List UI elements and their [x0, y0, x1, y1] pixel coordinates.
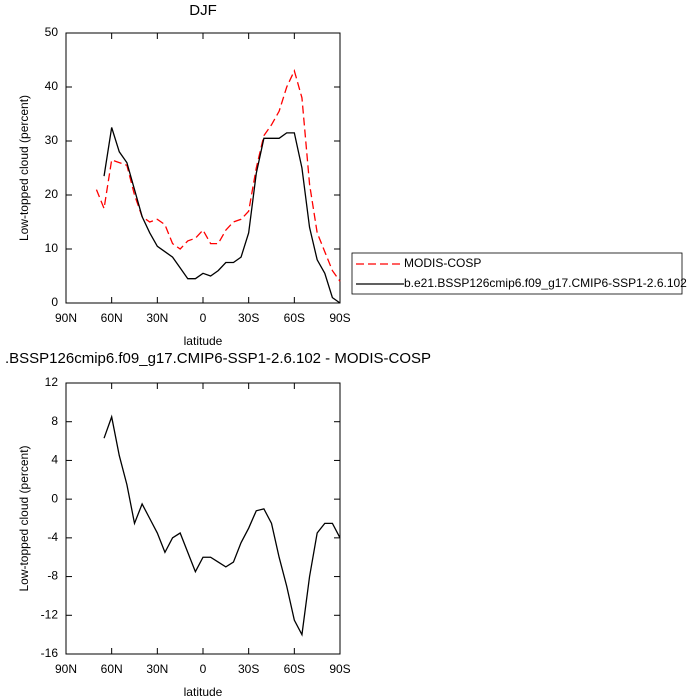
plot-frame [65, 382, 341, 655]
x-tick-label: 90N [55, 311, 77, 325]
x-axis-label: latitude [184, 685, 223, 699]
x-tick-label: 60S [284, 311, 305, 325]
x-tick-label: 30N [146, 662, 168, 676]
x-tick-label: 60N [101, 311, 123, 325]
chart-title: DJF [189, 2, 217, 19]
y-tick-label: 10 [45, 241, 59, 255]
y-tick-label: 12 [45, 375, 59, 389]
x-tick-label: 30S [238, 662, 259, 676]
x-tick-label: 60N [101, 662, 123, 676]
legend-box [351, 252, 683, 295]
chart-title: .BSSP126cmip6.f09_g17.CMIP6-SSP1-2.6.102… [5, 350, 431, 367]
x-tick-label: 0 [200, 311, 207, 325]
y-tick-label: 0 [51, 295, 58, 309]
x-tick-label: 90N [55, 662, 77, 676]
y-tick-label: -8 [47, 569, 58, 583]
x-axis-label: latitude [184, 334, 223, 348]
y-tick-label: 8 [51, 414, 58, 428]
y-tick-label: 50 [45, 25, 59, 39]
y-tick-label: -12 [41, 607, 59, 621]
legend-label: b.e21.BSSP126cmip6.f09_g17.CMIP6-SSP1-2.… [404, 276, 687, 290]
y-axis-label: Low-topped cloud (percent) [17, 445, 31, 591]
legend-label: MODIS-COSP [404, 256, 481, 270]
plot-frame [65, 32, 341, 304]
y-tick-label: -16 [41, 646, 59, 660]
data-line [95, 68, 341, 282]
y-tick-label: 4 [51, 453, 58, 467]
x-tick-label: 90S [329, 662, 350, 676]
y-tick-label: 30 [45, 133, 59, 147]
y-tick-label: 40 [45, 79, 59, 93]
x-tick-label: 30S [238, 311, 259, 325]
x-tick-label: 60S [284, 662, 305, 676]
y-tick-label: 0 [51, 491, 58, 505]
x-tick-label: 0 [200, 662, 207, 676]
y-axis-label: Low-topped cloud (percent) [17, 95, 31, 241]
data-line [103, 414, 341, 637]
x-tick-label: 30N [146, 311, 168, 325]
y-tick-label: -4 [47, 530, 58, 544]
data-line [103, 127, 341, 304]
y-tick-label: 20 [45, 187, 59, 201]
x-tick-label: 90S [329, 311, 350, 325]
